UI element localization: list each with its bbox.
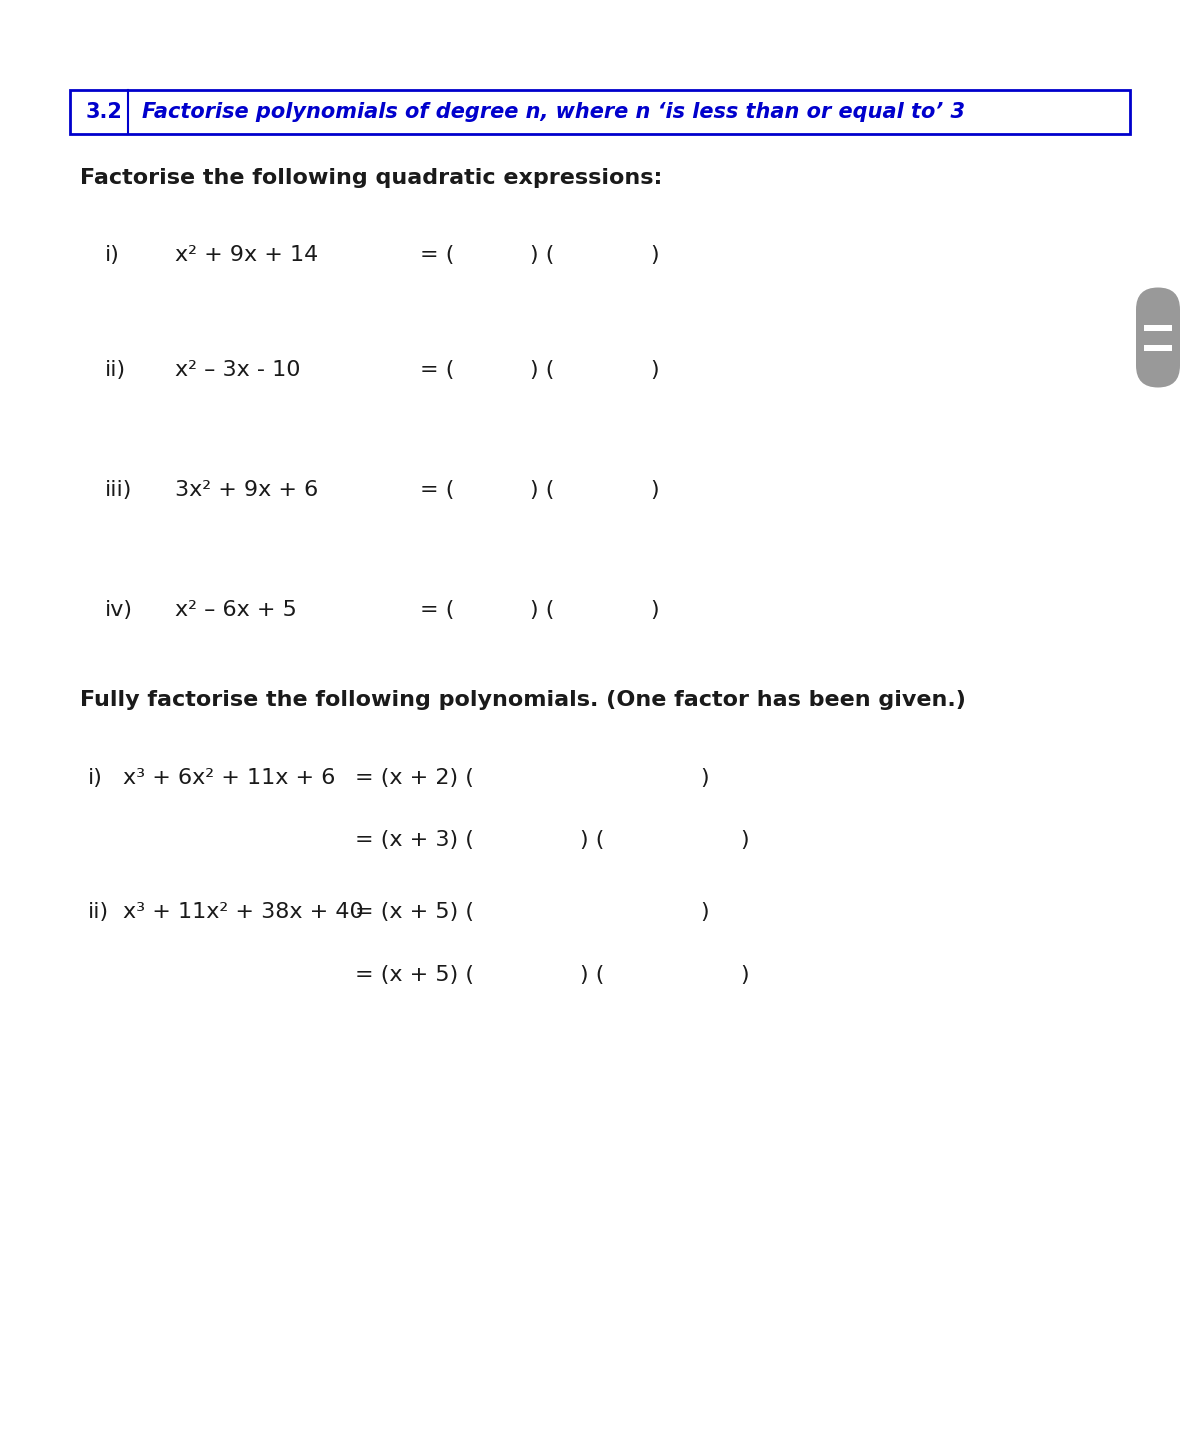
Text: ): ) <box>650 245 659 265</box>
Text: ) (: ) ( <box>580 830 605 850</box>
FancyBboxPatch shape <box>1136 288 1180 388</box>
Text: ) (: ) ( <box>530 600 554 620</box>
Text: = (: = ( <box>420 479 455 499</box>
FancyBboxPatch shape <box>70 90 1130 135</box>
Text: = (x + 3) (: = (x + 3) ( <box>355 830 474 850</box>
Text: ii): ii) <box>106 361 126 381</box>
Text: 3.2: 3.2 <box>86 102 122 122</box>
Text: ): ) <box>740 830 749 850</box>
Text: ): ) <box>650 479 659 499</box>
Text: iv): iv) <box>106 600 133 620</box>
Text: = (: = ( <box>420 245 455 265</box>
Text: ) (: ) ( <box>530 479 554 499</box>
Text: x² – 3x - 10: x² – 3x - 10 <box>175 361 300 381</box>
Text: Factorise polynomials of degree n, where n ‘is less than or equal to’ 3: Factorise polynomials of degree n, where… <box>142 102 965 122</box>
FancyBboxPatch shape <box>1144 345 1172 351</box>
Text: x² + 9x + 14: x² + 9x + 14 <box>175 245 318 265</box>
Text: = (x + 5) (: = (x + 5) ( <box>355 902 474 922</box>
Text: iii): iii) <box>106 479 132 499</box>
Text: 3x² + 9x + 6: 3x² + 9x + 6 <box>175 479 318 499</box>
Text: x³ + 6x² + 11x + 6: x³ + 6x² + 11x + 6 <box>124 768 335 788</box>
Text: ): ) <box>650 600 659 620</box>
FancyBboxPatch shape <box>1144 325 1172 331</box>
Text: i): i) <box>88 768 103 788</box>
Text: ): ) <box>700 768 709 788</box>
Text: Factorise the following quadratic expressions:: Factorise the following quadratic expres… <box>80 167 662 187</box>
Text: = (: = ( <box>420 600 455 620</box>
Text: ) (: ) ( <box>530 245 554 265</box>
Text: ): ) <box>700 902 709 922</box>
Text: ) (: ) ( <box>580 964 605 985</box>
Text: ): ) <box>740 964 749 985</box>
Text: = (x + 5) (: = (x + 5) ( <box>355 964 474 985</box>
Text: Fully factorise the following polynomials. (One factor has been given.): Fully factorise the following polynomial… <box>80 690 966 710</box>
Text: ii): ii) <box>88 902 109 922</box>
Text: i): i) <box>106 245 120 265</box>
Text: ) (: ) ( <box>530 361 554 381</box>
Text: ): ) <box>650 361 659 381</box>
Text: x² – 6x + 5: x² – 6x + 5 <box>175 600 296 620</box>
Text: = (x + 2) (: = (x + 2) ( <box>355 768 474 788</box>
Text: x³ + 11x² + 38x + 40: x³ + 11x² + 38x + 40 <box>124 902 364 922</box>
Text: = (: = ( <box>420 361 455 381</box>
